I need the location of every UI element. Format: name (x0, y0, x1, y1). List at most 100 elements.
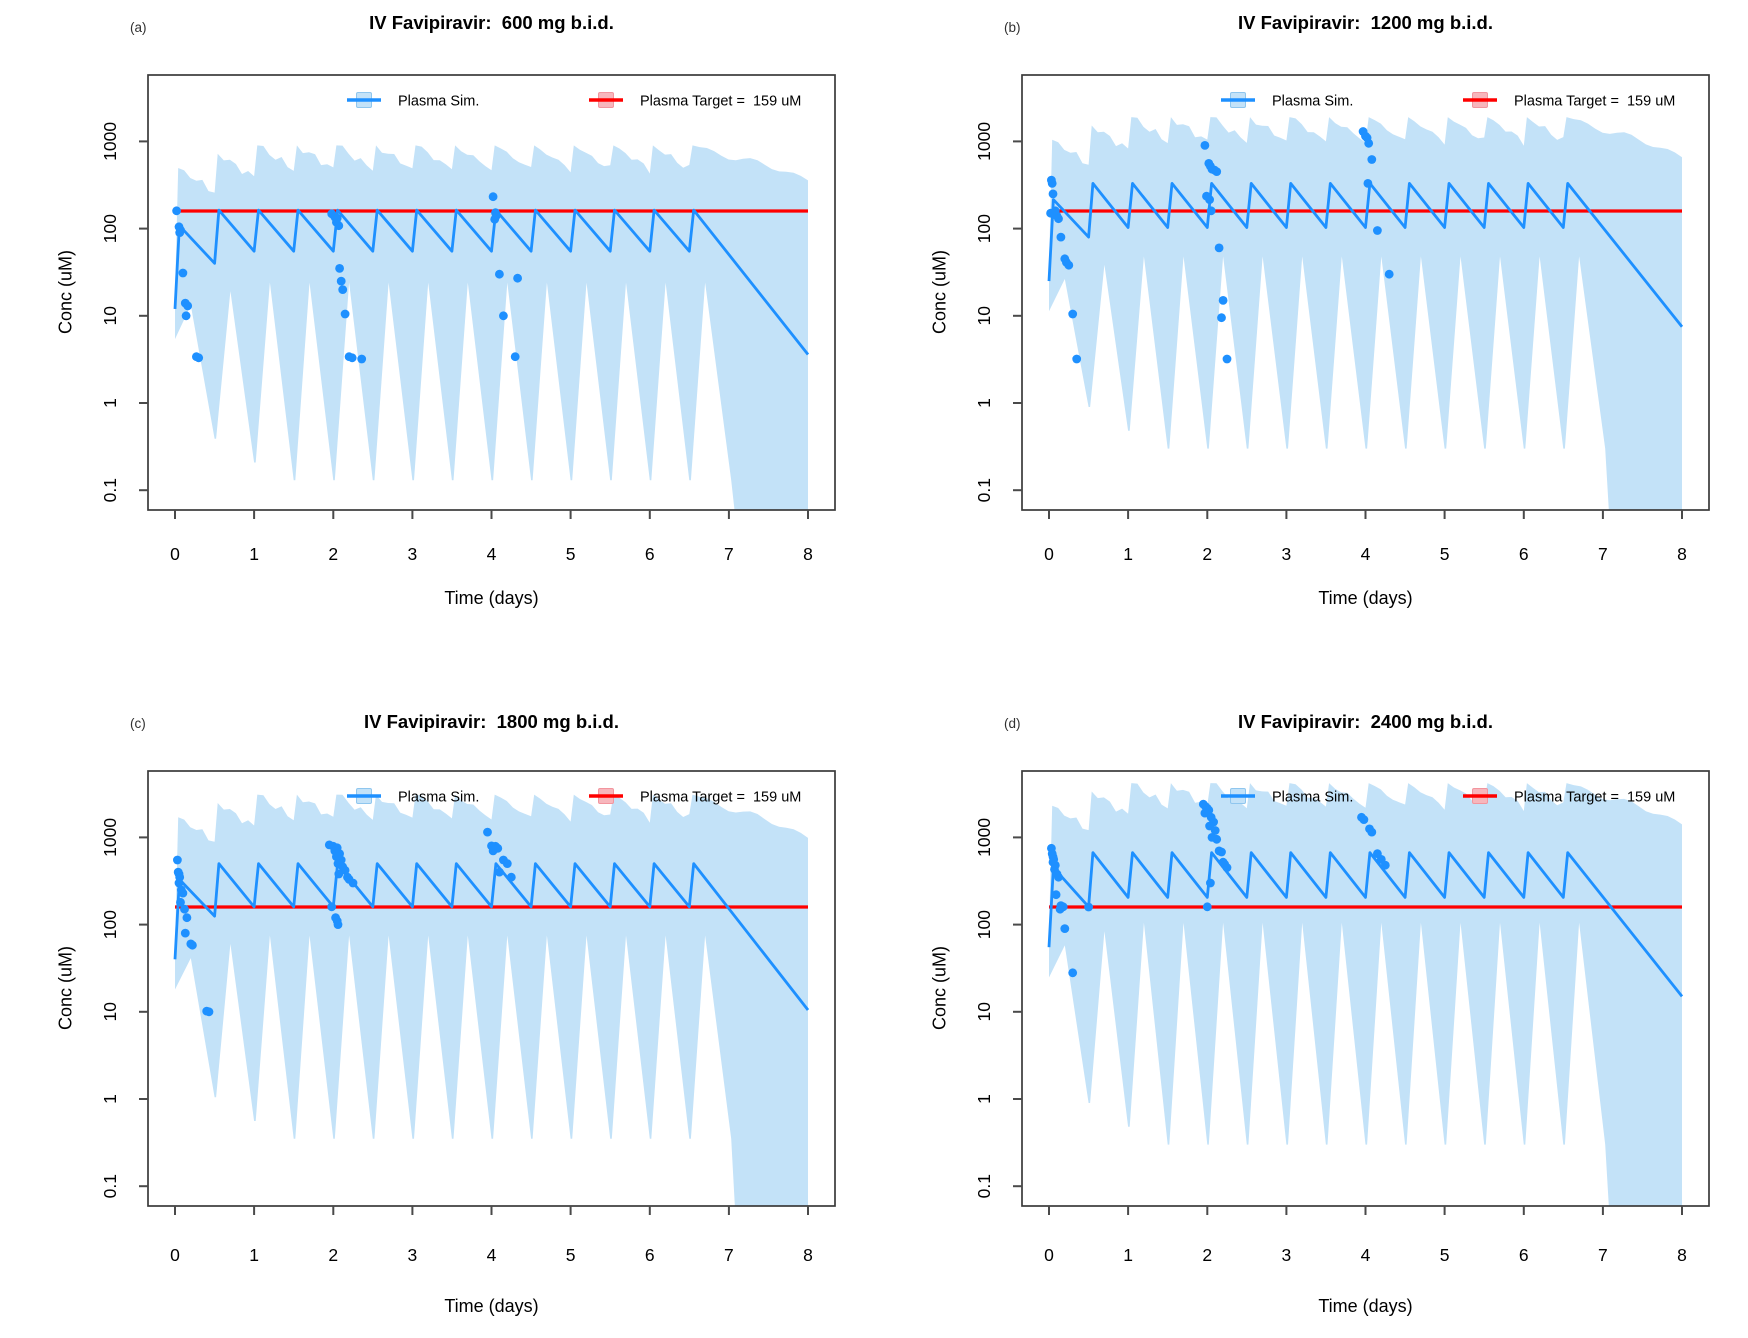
x-tick-label: 3 (408, 1245, 418, 1265)
observation-point (178, 268, 188, 278)
observation-point (204, 1007, 214, 1017)
observation-point (348, 878, 358, 888)
observation-point (1206, 878, 1215, 888)
panel-b: (b) IV Favipiravir: 1200 mg b.i.d. Conc … (874, 0, 1748, 669)
legend-sim-label: Plasma Sim. (398, 94, 479, 110)
x-tick-label: 6 (1519, 1245, 1529, 1265)
observation-point (1055, 904, 1065, 914)
x-tick-label: 7 (724, 1245, 734, 1265)
x-axis-label: Time (days) (1318, 1296, 1413, 1316)
observation-point (1054, 872, 1063, 882)
observation-point (510, 352, 520, 362)
observation-point (1206, 206, 1216, 216)
x-tick-label: 3 (408, 544, 418, 564)
x-tick-label: 3 (1282, 1245, 1292, 1265)
y-tick-label: 0.1 (974, 478, 994, 502)
x-axis-label: Time (days) (444, 1296, 539, 1316)
observation-point (488, 192, 498, 202)
observation-point (1060, 924, 1070, 933)
x-tick-label: 0 (1044, 1245, 1054, 1265)
observation-point (173, 855, 182, 865)
median-line (1047, 851, 1684, 998)
observation-point (181, 311, 191, 321)
y-tick-label: 1 (100, 398, 120, 408)
observation-point (1218, 296, 1228, 305)
x-tick-label: 8 (803, 544, 813, 564)
x-tick-label: 4 (487, 544, 497, 564)
observation-point (1205, 195, 1214, 205)
x-tick-label: 5 (566, 544, 576, 564)
observation-point (1047, 179, 1057, 188)
observation-point (334, 869, 344, 879)
x-tick-label: 0 (170, 1245, 180, 1265)
x-tick-label: 6 (1519, 544, 1529, 564)
x-axis-label: Time (days) (1318, 588, 1413, 608)
x-tick-label: 6 (645, 1245, 655, 1265)
observation-point (1214, 243, 1224, 253)
observation-point (340, 309, 350, 319)
observation-point (1212, 834, 1222, 844)
observation-point (336, 276, 346, 286)
observation-point (327, 902, 337, 912)
x-tick-label: 7 (1598, 544, 1608, 564)
observation-point (176, 897, 185, 907)
observation-point (1217, 847, 1226, 857)
observation-point (1380, 860, 1390, 870)
legend-sim-label: Plasma Sim. (398, 790, 479, 806)
y-tick-label: 100 (100, 910, 120, 939)
x-tick-label: 4 (1361, 544, 1371, 564)
legend-sim-label: Plasma Sim. (1272, 790, 1353, 806)
observation-point (490, 214, 500, 224)
y-tick-label: 1000 (100, 122, 120, 161)
simulation-band (175, 145, 808, 510)
median-line (1047, 182, 1684, 328)
observation-point (483, 827, 492, 837)
x-tick-label: 2 (1202, 544, 1212, 564)
x-tick-label: 8 (803, 1245, 813, 1265)
x-tick-label: 0 (1044, 544, 1054, 564)
x-tick-label: 6 (645, 544, 655, 564)
x-tick-label: 2 (1202, 1245, 1212, 1265)
y-tick-label: 0.1 (100, 1174, 120, 1198)
x-tick-label: 7 (1598, 1245, 1608, 1265)
legend-target-label: Plasma Target = 159 uM (640, 790, 801, 806)
legend-target-label: Plasma Target = 159 uM (1514, 94, 1675, 110)
panel-title-d: IV Favipiravir: 2400 mg b.i.d. (1238, 711, 1493, 732)
panel-letter-b: (b) (1004, 20, 1021, 35)
panel-title-b: IV Favipiravir: 1200 mg b.i.d. (1238, 12, 1493, 33)
observation-point (1359, 815, 1369, 824)
panel-d: (d) IV Favipiravir: 2400 mg b.i.d. Conc … (874, 669, 1748, 1338)
x-tick-label: 5 (1440, 1245, 1450, 1265)
observation-point (1200, 808, 1210, 818)
y-tick-label: 1000 (100, 818, 120, 857)
observation-point (488, 846, 498, 856)
y-tick-label: 1 (974, 398, 994, 408)
legend: Plasma Sim. Plasma Target = 159 uM (347, 92, 801, 110)
observation-point (1367, 155, 1377, 164)
observation-point (499, 311, 508, 321)
x-tick-label: 1 (1123, 1245, 1133, 1265)
observation-point (175, 228, 185, 238)
observation-point (1212, 167, 1222, 177)
y-tick-label: 10 (100, 306, 120, 326)
y-tick-label: 10 (974, 306, 994, 326)
observation-point (1068, 309, 1078, 319)
observation-point (172, 206, 182, 216)
x-axis-label: Time (days) (444, 588, 539, 608)
simulation-band (1049, 117, 1682, 510)
observation-point (333, 920, 343, 929)
observation-point (1364, 138, 1374, 148)
observation-point (183, 301, 193, 311)
x-tick-label: 8 (1677, 544, 1687, 564)
observation-point (194, 353, 204, 363)
y-tick-label: 100 (974, 214, 994, 243)
observation-point (1222, 354, 1232, 364)
observation-point (180, 928, 190, 938)
median-line (173, 208, 810, 356)
observation-point (188, 940, 197, 950)
x-tick-label: 4 (487, 1245, 497, 1265)
x-tick-label: 5 (566, 1245, 576, 1265)
